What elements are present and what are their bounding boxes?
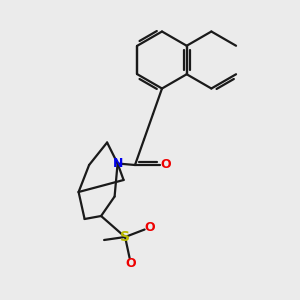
Text: O: O (160, 158, 171, 172)
Text: O: O (145, 221, 155, 235)
Text: O: O (126, 257, 136, 270)
Text: N: N (112, 157, 123, 170)
Text: S: S (120, 230, 130, 244)
